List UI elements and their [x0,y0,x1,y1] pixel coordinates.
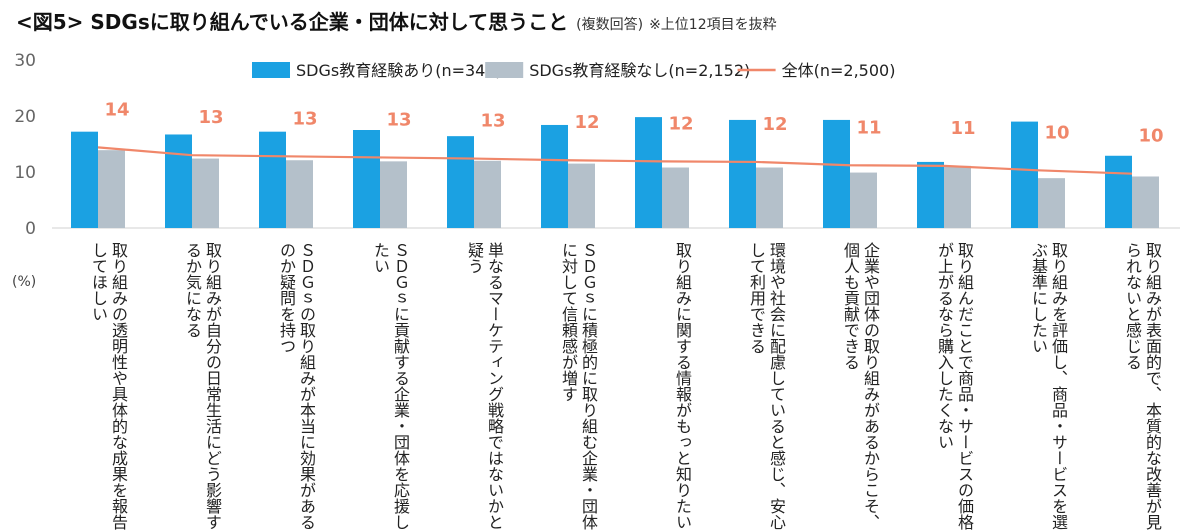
bar-series-1 [1011,121,1038,228]
bar-series-2 [98,150,125,228]
category-label: 取り組みに関する情報がもっと知りたい [673,242,692,530]
legend-label: 全体(n=2,500) [782,61,896,80]
category-label: ＳＤＧｓの取り組みが本当に効果があるのか疑問を持つ [277,242,316,530]
data-label-total: 13 [480,111,505,132]
bar-series-2 [850,172,877,228]
data-label-total: 10 [1138,126,1163,147]
category-label: 単なるマーケティング戦略ではないかと疑う [465,242,504,530]
legend-label: SDGs教育経験あり(n=348) [296,61,502,80]
data-label-total: 10 [1044,122,1069,143]
bar-series-2 [380,161,407,228]
y-tick-label: 0 [25,219,36,239]
category-label: 取り組みが表面的で、本質的な改善が見られないと感じる [1123,242,1162,530]
data-label-total: 13 [198,107,223,128]
data-label-total: 11 [950,118,975,139]
category-label: 取り組みの透明性や具体的な成果を報告してほしい [89,242,128,530]
bar-series-2 [1132,176,1159,228]
legend-label: SDGs教育経験なし(n=2,152) [529,61,750,80]
bar-series-2 [1038,178,1065,228]
category-label: ＳＤＧｓに貢献する企業・団体を応援したい [371,242,410,530]
data-label-total: 13 [292,108,317,129]
bar-series-1 [259,131,286,228]
bar-series-1 [447,136,474,228]
bar-series-1 [353,130,380,228]
category-label: 企業や団体の取り組みがあるからこそ、個人も貢献できる [841,242,880,530]
legend-swatch [252,62,290,78]
category-label: 取り組みを評価し、商品・サービスを選ぶ基準にしたい [1029,242,1068,530]
chart-note: ※上位12項目を抜粋 [649,17,777,33]
bar-series-2 [662,167,689,228]
bar-series-1 [165,134,192,228]
line-series-total [97,146,1133,175]
bar-series-2 [756,167,783,228]
category-label: 環境や社会に配慮していると感じ、安心して利用できる [747,242,786,530]
bar-series-1 [71,131,98,228]
bar-series-1 [1105,155,1132,228]
bar-series-2 [286,160,313,228]
category-label: 取り組みが自分の日常生活にどう影響するか気になる [183,242,222,530]
bar-series-1 [729,119,756,228]
y-tick-label: 30 [14,51,36,71]
data-label-total: 14 [104,99,129,120]
chart-title: <図5> SDGsに取り組んでいる企業・団体に対して思うこと [16,10,569,34]
bar-series-2 [944,165,971,228]
data-label-total: 11 [856,117,881,138]
data-label-total: 12 [762,114,787,135]
bar-series-1 [541,124,568,228]
bar-series-2 [192,158,219,228]
bar-series-1 [635,117,662,228]
bar-series-2 [568,163,595,228]
category-label: ＳＤＧｓに積極的に取り組む企業・団体に対して信頼感が増す [559,242,598,530]
bar-series-2 [474,160,501,228]
unit-label: (%) [12,274,36,290]
category-label: 取り組んだことで商品・サービスの価格が上がるなら購入したくない [935,242,974,530]
y-tick-label: 10 [14,163,36,183]
bar-series-1 [823,119,850,228]
data-label-total: 13 [386,109,411,130]
chart-title-row: <図5> SDGsに取り組んでいる企業・団体に対して思うこと (複数回答) ※上位1… [16,6,777,35]
bar-series-1 [917,161,944,228]
data-label-total: 12 [574,112,599,133]
y-tick-label: 20 [14,107,36,127]
data-label-total: 12 [668,113,693,134]
legend-swatch [485,62,524,78]
chart-subtitle: (複数回答) [576,17,644,33]
